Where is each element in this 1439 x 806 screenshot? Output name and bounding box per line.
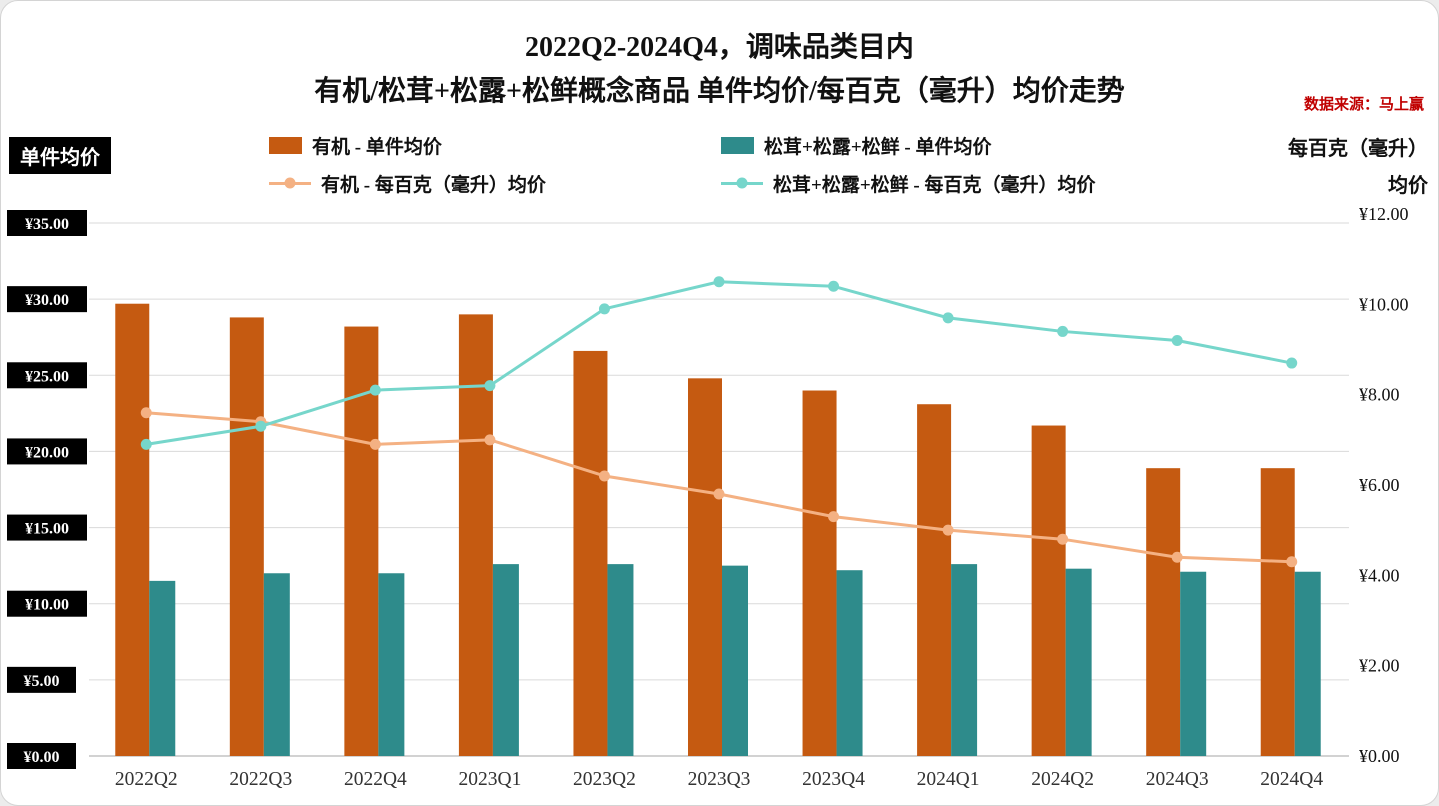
bar-mushroom_unit-2022Q2 (149, 580, 176, 756)
left-axis-tick-bg (7, 590, 87, 617)
bar-mushroom_unit-2024Q1 (951, 564, 978, 756)
bar-mushroom_unit-2024Q4 (1294, 571, 1321, 756)
point-organic_per100-2022Q4 (369, 438, 381, 450)
point-mushroom_per100-2022Q4 (369, 384, 381, 396)
bar-organic_unit-2023Q4 (802, 390, 837, 756)
left-axis-tick-label: ¥10.00 (25, 597, 69, 614)
legend-item-organic-unit-price: 有机 - 单件均价 (269, 131, 721, 159)
legend-item-mushroom-per100-price: 松茸+松露+松鲜 - 每百克（毫升）均价 (721, 169, 1095, 197)
right-axis-tick-label: ¥2.00 (1359, 656, 1400, 676)
left-axis-tick-bg (7, 286, 87, 313)
bar-mushroom_unit-2024Q2 (1065, 568, 1092, 756)
point-organic_per100-2023Q2 (598, 470, 610, 482)
right-axis-tick-label: ¥10.00 (1359, 294, 1409, 314)
point-mushroom_per100-2022Q2 (140, 438, 152, 450)
legend-item-organic-per100-price: 有机 - 每百克（毫升）均价 (269, 169, 721, 197)
x-axis-label-2024Q4: 2024Q4 (1260, 769, 1323, 790)
right-axis-title-line1: 每百克（毫升） (1288, 138, 1428, 160)
point-organic_per100-2024Q3 (1171, 551, 1183, 563)
left-axis-title: 单件均价 (9, 137, 111, 174)
left-axis-tick-label: ¥0.00 (24, 749, 60, 766)
point-mushroom_per100-2023Q3 (713, 276, 725, 288)
point-organic_per100-2024Q1 (942, 524, 954, 536)
legend-bar-swatch-mushroom-icon (721, 136, 754, 154)
x-axis-label-2022Q2: 2022Q2 (115, 769, 178, 790)
left-axis-tick-bg (7, 438, 87, 465)
left-axis-tick-label: ¥30.00 (25, 292, 69, 309)
x-axis-label-2024Q3: 2024Q3 (1146, 769, 1209, 790)
left-axis-tick-label: ¥5.00 (24, 673, 60, 690)
right-axis-tick-label: ¥8.00 (1359, 385, 1400, 405)
left-axis-tick-bg (7, 210, 87, 236)
left-axis-tick-label: ¥25.00 (25, 368, 69, 385)
bar-mushroom_unit-2023Q1 (492, 564, 519, 756)
bar-organic_unit-2023Q3 (688, 378, 722, 756)
chart-legend: 有机 - 单件均价 松茸+松露+松鲜 - 单件均价 有机 - 每百克（毫升）均价… (269, 131, 1095, 197)
left-axis-tick-bg (7, 362, 87, 389)
point-mushroom_per100-2024Q3 (1171, 334, 1183, 346)
left-axis-tick-label: ¥15.00 (25, 521, 69, 538)
bar-organic_unit-2022Q2 (115, 303, 150, 756)
bar-mushroom_unit-2022Q4 (378, 573, 405, 756)
left-axis-tick-bg (7, 514, 87, 541)
point-organic_per100-2024Q4 (1286, 556, 1298, 568)
point-organic_per100-2024Q2 (1057, 533, 1069, 545)
chart-svg: ¥0.00 ¥5.00 ¥10.00 ¥15.00 ¥20.00 ¥25.00 ¥30.00… (7, 204, 1409, 790)
legend-item-mushroom-unit-price: 松茸+松露+松鲜 - 单件均价 (721, 131, 1095, 159)
point-mushroom_per100-2023Q1 (484, 380, 496, 392)
right-axis-title-line2: 均价 (1388, 175, 1428, 197)
point-mushroom_per100-2024Q4 (1286, 357, 1298, 369)
right-axis-tick-label: ¥4.00 (1359, 565, 1400, 585)
bar-mushroom_unit-2023Q2 (607, 564, 634, 756)
point-organic_per100-2023Q3 (713, 488, 725, 500)
legend-label-organic-per100-price: 有机 - 每百克（毫升）均价 (321, 174, 546, 196)
bar-organic_unit-2024Q1 (917, 404, 952, 756)
right-axis-tick-label: ¥0.00 (1359, 746, 1400, 766)
x-axis-label-2022Q4: 2022Q4 (344, 769, 407, 790)
point-mushroom_per100-2024Q1 (942, 312, 954, 324)
bar-mushroom_unit-2022Q3 (263, 573, 290, 756)
bar-organic_unit-2024Q2 (1031, 425, 1066, 756)
chart-title-line1: 2022Q2-2024Q4，调味品类目内 (525, 32, 914, 63)
legend-line-swatch-organic-icon (269, 181, 311, 185)
point-mushroom_per100-2022Q3 (255, 420, 267, 432)
x-axis-label-2023Q2: 2023Q2 (573, 769, 636, 790)
bar-mushroom_unit-2024Q3 (1180, 571, 1207, 756)
legend-label-organic-unit-price: 有机 - 单件均价 (312, 136, 442, 158)
bar-organic_unit-2023Q2 (573, 350, 608, 756)
legend-bar-swatch-organic-icon (269, 136, 302, 154)
x-axis-label-2024Q2: 2024Q2 (1031, 769, 1094, 790)
bar-organic_unit-2024Q4 (1260, 468, 1295, 756)
left-axis-tick-label: ¥35.00 (25, 216, 69, 233)
x-axis-label-2023Q4: 2023Q4 (802, 769, 865, 790)
legend-line-swatch-mushroom-icon (721, 181, 763, 185)
chart-title-line2: 有机/松茸+松露+松鲜概念商品 单件均价/每百克（毫升）均价走势 (314, 76, 1125, 107)
bar-organic_unit-2024Q3 (1146, 468, 1181, 756)
bar-organic_unit-2022Q3 (229, 317, 264, 756)
x-axis-label-2023Q1: 2023Q1 (458, 769, 521, 790)
point-mushroom_per100-2024Q2 (1057, 325, 1069, 337)
legend-label-mushroom-per100-price: 松茸+松露+松鲜 - 每百克（毫升）均价 (773, 174, 1096, 196)
right-axis-tick-label: ¥12.00 (1359, 204, 1409, 224)
x-axis-label-2024Q1: 2024Q1 (917, 769, 980, 790)
x-axis-label-2022Q3: 2022Q3 (229, 769, 292, 790)
point-organic_per100-2023Q1 (484, 434, 496, 446)
right-axis-tick-label: ¥6.00 (1359, 475, 1400, 495)
bar-mushroom_unit-2023Q3 (722, 565, 748, 756)
source-note: 数据来源：马上赢 (1303, 97, 1424, 113)
bar-mushroom_unit-2023Q4 (836, 570, 863, 756)
left-axis-tick-bg (7, 666, 76, 693)
point-organic_per100-2023Q4 (828, 511, 840, 523)
point-mushroom_per100-2023Q4 (828, 280, 840, 292)
left-axis-tick-label: ¥20.00 (25, 444, 69, 461)
point-organic_per100-2022Q2 (140, 407, 152, 419)
left-axis-tick-bg (7, 743, 76, 769)
point-mushroom_per100-2023Q2 (598, 303, 610, 315)
x-axis-label-2023Q3: 2023Q3 (688, 769, 751, 790)
legend-label-mushroom-unit-price: 松茸+松露+松鲜 - 单件均价 (764, 136, 992, 158)
right-axis-title: 每百克（毫升） 均价 (1288, 131, 1428, 205)
